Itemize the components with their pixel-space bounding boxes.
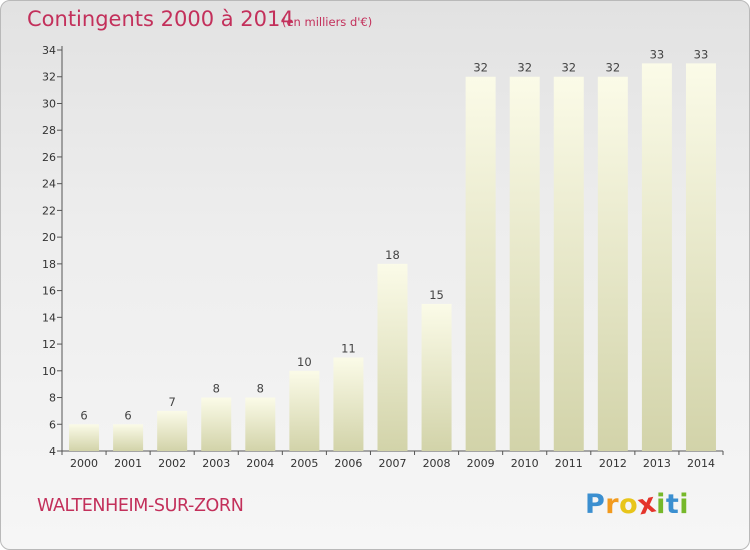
data-label-2008: 15	[429, 288, 444, 302]
bar-2000	[69, 424, 100, 451]
data-label-2003: 8	[213, 382, 220, 396]
y-tick-label: 14	[42, 311, 56, 324]
x-tick-label-2013: 2013	[643, 457, 671, 470]
x-tick-label-2007: 2007	[379, 457, 407, 470]
logo-letter: P	[585, 489, 606, 520]
x-axis: 2000 2001 2002 2003 2004 2005 2006 2007 2008 2009…	[61, 450, 724, 470]
x-tick-label-2002: 2002	[158, 457, 186, 470]
x-tick-label-2005: 2005	[290, 457, 318, 470]
logo-letter: r	[605, 489, 620, 520]
data-label-2006: 11	[341, 341, 356, 355]
data-label-2010: 32	[517, 61, 532, 75]
y-tick-label: 8	[49, 392, 56, 405]
x-tick-label-2008: 2008	[423, 457, 451, 470]
bar-2012	[597, 76, 628, 451]
logo-letter: t	[665, 489, 680, 520]
bar-2009	[465, 76, 496, 451]
chart-unit: (en milliers d'€)	[282, 15, 373, 29]
x-tick-label-2010: 2010	[511, 457, 539, 470]
data-label-2004: 8	[257, 382, 264, 396]
y-tick-label: 24	[42, 178, 56, 191]
bar-2010	[509, 76, 540, 451]
data-labels: 6 6 7 8 8 10 11 18 15 32 32 32 32 33 33	[80, 47, 708, 422]
logo-letter: i	[656, 489, 666, 520]
data-label-2011: 32	[561, 61, 576, 75]
y-tick-label: 22	[42, 204, 56, 217]
y-tick-label: 4	[49, 445, 56, 458]
x-tick-label-2006: 2006	[334, 457, 362, 470]
x-tick-label-2011: 2011	[555, 457, 583, 470]
y-tick-label: 12	[42, 338, 56, 351]
proxiti-logo: Proxiti	[585, 487, 690, 521]
y-tick-label: 34	[42, 44, 56, 57]
bar-2001	[113, 424, 144, 451]
data-label-2014: 33	[694, 47, 709, 61]
bar-2003	[201, 397, 232, 451]
y-tick-label: 30	[42, 97, 56, 110]
commune-name: WALTENHEIM-SUR-ZORN	[37, 496, 244, 516]
y-tick-label: 18	[42, 258, 56, 271]
bar-2007	[377, 263, 408, 451]
data-label-2007: 18	[385, 248, 400, 262]
data-label-2005: 10	[297, 355, 312, 369]
y-tick-label: 6	[49, 418, 56, 431]
x-tick-label-2000: 2000	[70, 457, 98, 470]
data-label-2009: 32	[473, 61, 488, 75]
y-tick-label: 10	[42, 365, 56, 378]
y-tick-label: 32	[42, 71, 56, 84]
data-label-2012: 32	[606, 61, 621, 75]
bar-2008	[421, 303, 452, 451]
y-tick-label: 28	[42, 124, 56, 137]
bars	[69, 63, 716, 451]
x-tick-label-2014: 2014	[687, 457, 715, 470]
bar-2006	[333, 357, 364, 451]
y-axis: 4 6 8 10 12 14 16 18 20 22 24 26 28 30 32 34	[42, 44, 63, 458]
x-tick-label-2009: 2009	[467, 457, 495, 470]
x-tick-label-2004: 2004	[246, 457, 274, 470]
bar-2004	[245, 397, 276, 451]
data-label-2013: 33	[650, 47, 665, 61]
bar-2011	[553, 76, 584, 451]
chart-title: Contingents 2000 à 2014	[27, 7, 294, 31]
y-tick-label: 26	[42, 151, 56, 164]
bar-2014	[685, 63, 716, 451]
logo-letter: o	[619, 489, 639, 520]
x-tick-label-2001: 2001	[114, 457, 142, 470]
data-label-2002: 7	[169, 395, 176, 409]
data-label-2001: 6	[124, 408, 131, 422]
y-tick-label: 20	[42, 231, 56, 244]
logo-letter: i	[679, 489, 690, 520]
y-tick-label: 16	[42, 285, 56, 298]
bar-2005	[289, 370, 320, 451]
bar-2002	[157, 410, 188, 451]
x-tick-label-2012: 2012	[599, 457, 627, 470]
bar-2013	[641, 63, 672, 451]
x-tick-label-2003: 2003	[202, 457, 230, 470]
data-label-2000: 6	[80, 408, 87, 422]
